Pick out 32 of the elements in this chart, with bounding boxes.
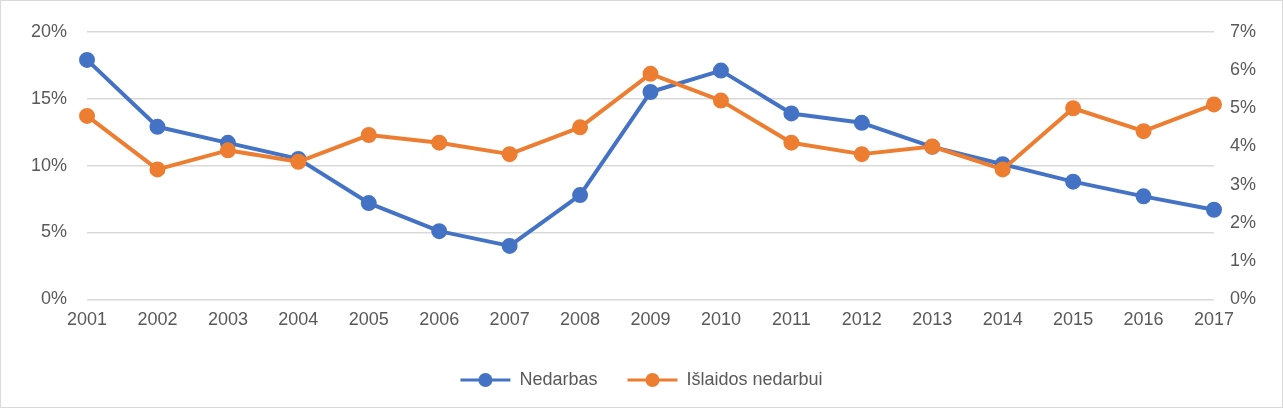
y-tick-label: 5% <box>41 221 68 242</box>
x-tick-label: 2002 <box>137 309 178 330</box>
x-tick-label: 2006 <box>419 309 460 330</box>
legend-label: Nedarbas <box>519 368 598 389</box>
x-tick-label: 2017 <box>1193 309 1235 330</box>
x-tick-label: 2011 <box>772 309 811 330</box>
x-tick-label: 2012 <box>841 309 882 330</box>
x-tick-label: 2005 <box>348 309 389 330</box>
y-tick-label: 10% <box>31 154 68 175</box>
x-tick-label: 2001 <box>67 309 108 330</box>
x-tick-label: 2008 <box>560 309 601 330</box>
x-tick-label: 2015 <box>1053 309 1094 330</box>
y-tick-label: 15% <box>31 87 68 108</box>
x-tick-label: 2007 <box>489 309 530 330</box>
x-tick-label: 2009 <box>630 309 671 330</box>
y-tick-label: 0% <box>41 288 68 309</box>
y-tick-label: 20% <box>31 20 68 41</box>
x-tick-label: 2014 <box>982 309 1023 330</box>
y2-tick-label: 2% <box>1229 211 1256 232</box>
y2-tick-label: 5% <box>1229 97 1256 118</box>
x-tick-label: 2013 <box>912 309 953 330</box>
y2-tick-label: 3% <box>1229 173 1256 194</box>
legend-label: Išlaidos nedarbui <box>686 368 823 389</box>
x-tick-label: 2010 <box>700 309 741 330</box>
y2-tick-label: 4% <box>1229 135 1256 156</box>
x-tick-label: 2016 <box>1123 309 1164 330</box>
x-tick-label: 2004 <box>278 309 319 330</box>
x-tick-label: 2003 <box>207 309 248 330</box>
y2-tick-label: 0% <box>1229 288 1256 309</box>
y2-tick-label: 1% <box>1229 250 1256 271</box>
y2-tick-label: 7% <box>1229 20 1256 41</box>
y2-tick-label: 6% <box>1229 59 1256 79</box>
